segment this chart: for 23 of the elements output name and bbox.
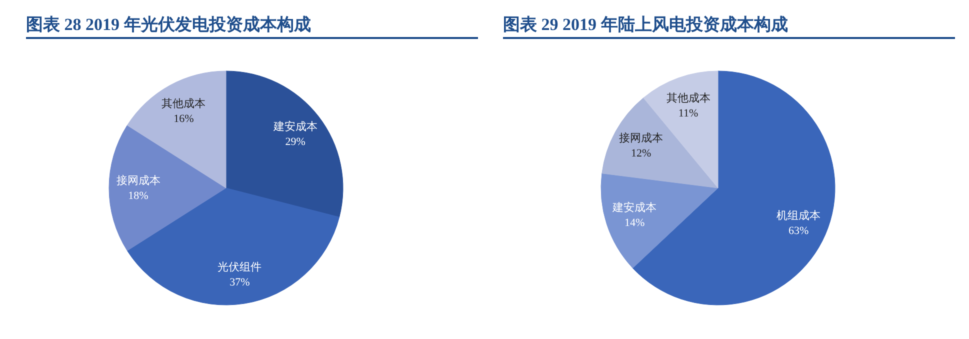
chart-title: 图表 29 2019 年陆上风电投资成本构成	[503, 15, 788, 34]
slice-label: 接网成本	[619, 132, 664, 145]
data-label: 11%	[678, 107, 698, 120]
slice-label: 接网成本	[116, 174, 160, 187]
data-label: 63%	[788, 224, 809, 237]
data-label: 12%	[631, 148, 652, 160]
data-label: 37%	[230, 276, 250, 289]
data-label: 14%	[624, 217, 645, 230]
pie-slice	[226, 70, 344, 218]
slice-label: 建安成本	[612, 201, 657, 214]
pie-slice	[126, 188, 340, 306]
slice-label: 其他成本	[666, 91, 710, 104]
pie-slice	[108, 125, 226, 251]
data-label: 18%	[128, 190, 148, 202]
slice-label: 光伏组件	[218, 260, 262, 274]
slice-label: 建安成本	[272, 120, 318, 134]
slice-label: 机组成本	[776, 208, 821, 222]
pie-slice	[600, 173, 718, 268]
slice-label: 其他成本	[162, 97, 206, 110]
data-label: 16%	[174, 113, 194, 126]
data-label: 29%	[285, 136, 306, 148]
chart-title: 图表 28 2019 年光伏发电投资成本构成	[26, 15, 311, 34]
pie-slice	[126, 70, 226, 188]
